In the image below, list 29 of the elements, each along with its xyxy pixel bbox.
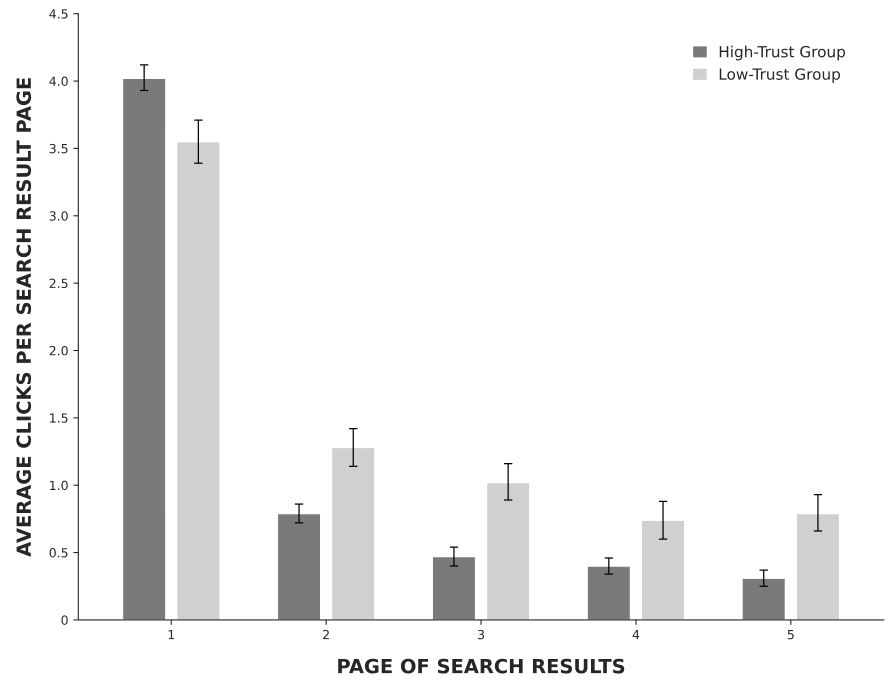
y-tick-label: 3.0 — [50, 211, 68, 221]
bar — [796, 512, 840, 620]
y-tick-label: 2.5 — [50, 278, 68, 288]
bar — [122, 78, 167, 620]
y-tick-label: 1.5 — [50, 413, 68, 423]
y-axis-title: AVERAGE CLICKS PER SEARCH RESULT PAGE — [16, 78, 32, 557]
y-tick-label: 4.5 — [49, 9, 68, 19]
bar — [741, 577, 786, 620]
bar — [586, 565, 632, 620]
y-tick-label: 1.0 — [50, 480, 68, 490]
bar — [486, 482, 531, 620]
x-axis-title: PAGE OF SEARCH RESULTS — [338, 658, 624, 674]
y-tick-label: 4.0 — [49, 76, 68, 86]
bar — [276, 512, 322, 620]
y-tick-label: 3.5 — [50, 144, 68, 154]
bar — [432, 556, 476, 620]
x-tick-label: 1 — [168, 630, 174, 640]
y-tick-label: 2.0 — [50, 346, 68, 356]
legend-label: High-Trust Group — [720, 46, 846, 60]
y-tick-label: 0 — [61, 615, 68, 625]
y-tick-label: 0.5 — [50, 548, 68, 558]
bar — [330, 446, 376, 620]
x-tick-label: 4 — [632, 630, 640, 640]
x-tick-label: 2 — [323, 630, 329, 640]
x-tick-label: 5 — [788, 630, 794, 640]
legend-label: Low-Trust Group — [720, 68, 840, 83]
bar — [176, 140, 221, 620]
x-tick-label: 3 — [478, 630, 484, 640]
bar — [640, 520, 686, 620]
